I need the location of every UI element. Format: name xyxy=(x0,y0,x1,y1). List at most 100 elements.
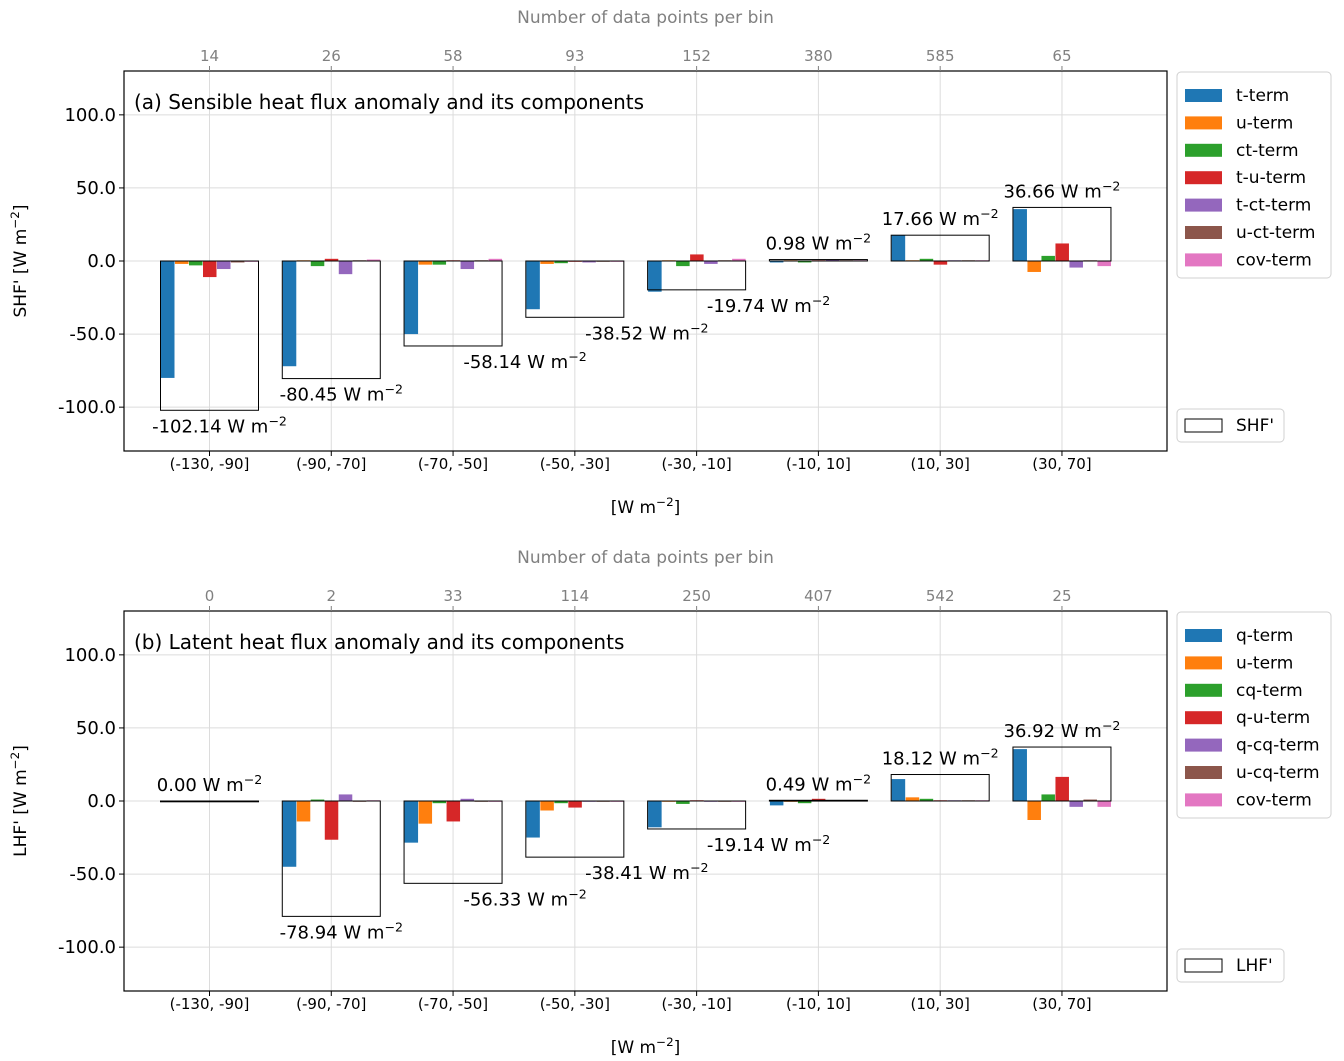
total-label-7-sup: −2 xyxy=(1102,718,1121,733)
legend-label-cov-term: cov-term xyxy=(1236,250,1312,270)
y-tick-label: 0.0 xyxy=(87,791,116,812)
total-box-6 xyxy=(890,234,990,262)
x-tick-label: (-130, -90] xyxy=(170,455,250,473)
total-box-4 xyxy=(647,800,747,830)
bar-q-u-term-2 xyxy=(446,801,461,822)
x-tick-label: (-10, 10] xyxy=(786,455,851,473)
bar-cov-term-2 xyxy=(488,258,503,261)
bar-q-term-3 xyxy=(526,801,540,838)
top-tick-label: 152 xyxy=(682,47,711,65)
total-label-2-sup: −2 xyxy=(568,348,587,363)
legend-label-t-u-term: t-u-term xyxy=(1236,168,1306,188)
bar-q-u-term-3 xyxy=(568,801,582,808)
bar-t-ct-term-7 xyxy=(1069,261,1083,268)
bar-t-ct-term-4 xyxy=(704,261,718,264)
legend-label-u-ct-term: u-ct-term xyxy=(1236,223,1315,243)
y-tick-label: 100.0 xyxy=(64,105,116,126)
legend-label-cov-term: cov-term xyxy=(1236,790,1312,810)
bar-ct-term-1 xyxy=(310,261,325,267)
top-tick-label: 585 xyxy=(926,47,955,65)
top-tick-label: 0 xyxy=(205,587,215,605)
legend-total-label: SHF' xyxy=(1236,416,1274,436)
bar-q-u-term-1 xyxy=(324,801,339,840)
bar-ct-term-3 xyxy=(554,261,568,264)
bar-cov-term-7 xyxy=(1097,261,1111,267)
x-tick-label: (-50, -30] xyxy=(540,455,610,473)
total-label-0: 0.00 W m−2 xyxy=(157,772,262,797)
x-tick-label: (-30, -10] xyxy=(661,455,731,473)
bar-u-term-3 xyxy=(540,801,554,811)
top-tick-label: 65 xyxy=(1052,47,1071,65)
bar-t-term-3 xyxy=(526,261,540,310)
top-tick-label: 114 xyxy=(561,587,590,605)
bar-t-ct-term-5 xyxy=(825,259,840,261)
bar-cov-term-7 xyxy=(1097,801,1111,807)
bar-u-term-2 xyxy=(418,801,433,824)
total-label-7-base: 36.92 W m xyxy=(1004,721,1102,742)
legend-swatch-u-cq-term xyxy=(1185,766,1222,779)
x-tick-label: (-90, -70] xyxy=(296,995,366,1013)
top-tick-label: 542 xyxy=(926,587,955,605)
x-tick-label: (-70, -50] xyxy=(418,455,488,473)
total-box-4 xyxy=(647,260,747,291)
legend-swatch-q-cq-term xyxy=(1185,738,1222,752)
bar-cq-term-4 xyxy=(676,801,690,804)
total-label-5-sup: −2 xyxy=(853,771,872,786)
x-tick-label: (30, 70] xyxy=(1032,995,1091,1013)
bar-q-cq-term-7 xyxy=(1069,801,1083,807)
panel-a: -102.14 W m−2-80.45 W m−2-58.14 W m−2-38… xyxy=(8,8,1332,518)
legend-swatch-u-term xyxy=(1185,116,1222,130)
top-tick-label: 250 xyxy=(682,587,711,605)
legend-swatch-t-u-term xyxy=(1185,171,1222,185)
total-label-3: -38.41 W m−2 xyxy=(585,860,708,885)
legend-swatch-cq-term xyxy=(1185,683,1222,697)
bar-t-term-2 xyxy=(404,261,419,335)
legend: t-term u-term ct-term t-u-term t-ct-term u-ct… xyxy=(1176,71,1332,279)
component-bars xyxy=(161,209,1111,378)
x-axis-label-base: [W m xyxy=(611,498,656,518)
total-label-4: -19.74 W m−2 xyxy=(707,292,830,317)
total-boxes: 0.00 W m−2-78.94 W m−2-56.33 W m−2-38.41… xyxy=(157,718,1121,944)
legend-label-u-term: u-term xyxy=(1236,113,1293,133)
bar-cq-term-6 xyxy=(919,798,934,801)
bar-t-term-7 xyxy=(1013,209,1027,261)
legend-label-u-cq-term: u-cq-term xyxy=(1236,763,1320,783)
total-label-2-sup: −2 xyxy=(568,886,587,901)
top-tick-label: 407 xyxy=(804,587,833,605)
total-label-2: -56.33 W m−2 xyxy=(463,886,586,911)
legend-label-ct-term: ct-term xyxy=(1236,141,1299,161)
bar-t-term-6 xyxy=(891,235,906,261)
legend-swatch-t-ct-term xyxy=(1185,198,1222,212)
bar-q-term-5 xyxy=(769,801,784,806)
legend-swatch-q-u-term xyxy=(1185,711,1222,725)
bar-u-term-1 xyxy=(296,801,311,822)
bar-ct-term-4 xyxy=(676,261,690,267)
legend-total-swatch xyxy=(1184,958,1223,973)
y-axis-label-end: ] xyxy=(11,204,31,211)
top-tick-label: 26 xyxy=(322,47,341,65)
bar-q-term-6 xyxy=(891,779,906,801)
total-label-1-base: -80.45 W m xyxy=(280,385,385,406)
x-tick-label: (-30, -10] xyxy=(661,995,731,1013)
bar-ct-term-7 xyxy=(1041,255,1055,261)
legend-swatch-t-term xyxy=(1185,89,1222,102)
bar-u-term-3 xyxy=(540,261,554,264)
y-tick-label: 50.0 xyxy=(76,178,116,199)
total-label-6: 17.66 W m−2 xyxy=(882,206,999,231)
x-tick-label: (10, 30] xyxy=(910,455,969,473)
bar-t-u-term-1 xyxy=(324,258,339,261)
total-label-1-sup: −2 xyxy=(384,381,403,396)
y-tick-label: -100.0 xyxy=(58,937,116,958)
bar-u-ct-term-0 xyxy=(231,261,245,263)
y-tick-label: 0.0 xyxy=(87,251,116,272)
x-axis-top: 14 26 58 93 152 380 585 65 Number of data points… xyxy=(200,8,1072,71)
panel-b: 0.00 W m−2-78.94 W m−2-56.33 W m−2-38.41… xyxy=(8,548,1332,1058)
bar-cq-term-7 xyxy=(1041,794,1055,801)
total-label-5-base: 0.98 W m xyxy=(766,234,853,255)
bar-cq-term-5 xyxy=(797,801,812,804)
top-axis-label: Number of data points per bin xyxy=(517,8,774,28)
total-label-4: -19.14 W m−2 xyxy=(707,831,830,856)
bar-cq-term-1 xyxy=(310,799,325,801)
y-axis: -100.0 -50.0 0.0 50.0 100.0 SHF' [W m−2] xyxy=(8,105,124,418)
